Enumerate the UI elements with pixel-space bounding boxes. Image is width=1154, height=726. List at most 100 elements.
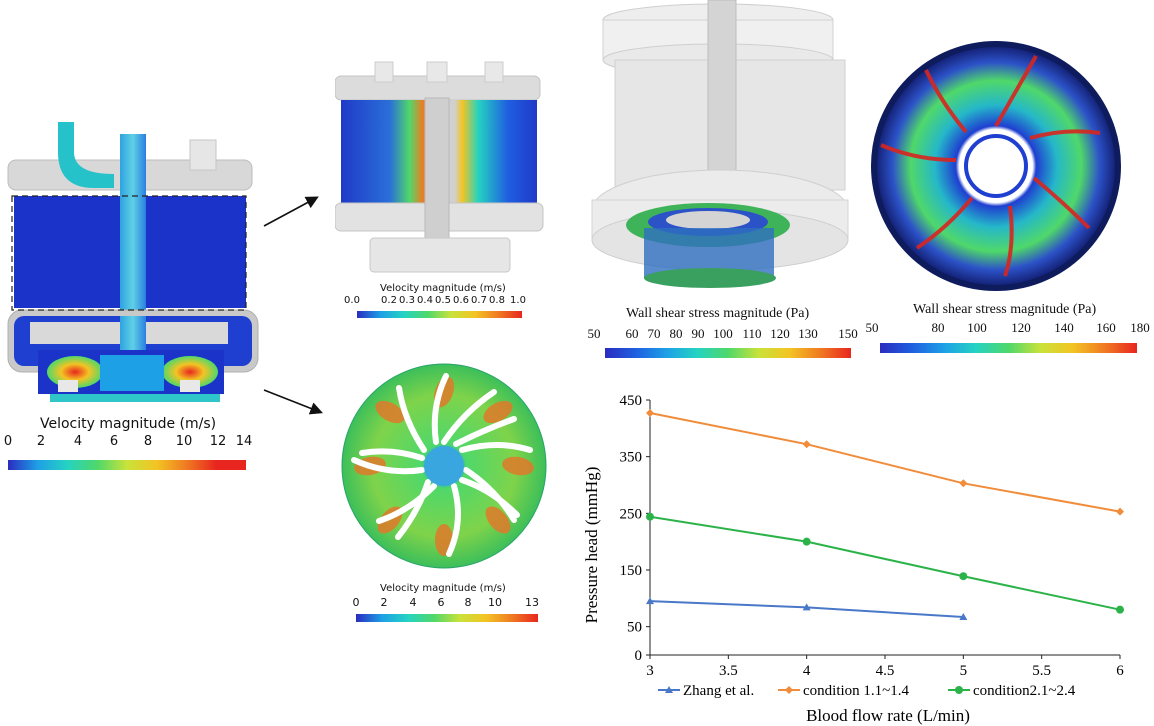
- colorbar-tick: 12: [209, 434, 227, 449]
- series-marker: [785, 686, 793, 694]
- series-marker: [1116, 605, 1124, 614]
- colorbar-gradient-wss-top: [880, 343, 1137, 353]
- colorbar-title-pump: Velocity magnitude (m/s): [40, 416, 217, 432]
- chart-legend: Zhang et al. condition 1.1~1.4 condition2.…: [658, 683, 1076, 699]
- y-tick-label: 350: [620, 450, 643, 466]
- colorbar-tick: 120: [770, 326, 790, 341]
- colorbar-tick: 1.0: [510, 295, 526, 306]
- impeller-plane-render: [341, 363, 547, 569]
- series-marker: [959, 572, 968, 581]
- zoom-section-render: [334, 61, 544, 273]
- wss-3d-render: [591, 0, 849, 288]
- colorbar-tick: 80: [669, 326, 683, 341]
- colorbar-tick: 4: [73, 434, 83, 449]
- x-tick-label: 4: [803, 663, 811, 679]
- y-tick-label: 450: [620, 393, 643, 409]
- colorbar-tick: 180: [1130, 320, 1150, 335]
- y-tick-label: 0: [635, 648, 643, 664]
- y-tick-label: 50: [627, 620, 642, 636]
- x-axis-label: Blood flow rate (L/min): [806, 706, 970, 725]
- colorbar-title-zoom: Velocity magnitude (m/s): [380, 283, 506, 294]
- series-marker: [959, 479, 968, 488]
- y-axis-label: Pressure head (mmHg): [582, 467, 601, 624]
- colorbar-tick: 90: [691, 326, 705, 341]
- colorbar-tick: 70: [647, 326, 661, 341]
- colorbar-tick: 130: [798, 326, 818, 341]
- colorbar-ticks-wss-top: 50 80 100 120 140 160 180: [860, 320, 1150, 336]
- series-marker: [959, 613, 968, 621]
- colorbar-tick: 0.6: [453, 295, 469, 306]
- colorbar-gradient-pump: [8, 460, 246, 470]
- colorbar-tick: 10: [488, 596, 502, 609]
- wss-top-panel: [862, 38, 1142, 298]
- pressure-head-chart: 3 3.5 4 4.5 5 5.5 6 0 50 150 250 350 450 Pressure h…: [582, 393, 1124, 725]
- colorbar-title-wss-top: Wall shear stress magnitude (Pa): [913, 302, 1097, 317]
- colorbar-tick: 80: [931, 320, 945, 335]
- legend-label: Zhang et al.: [683, 683, 754, 699]
- colorbar-ticks-pump: 0 2 4 6 8 10 12 14: [0, 434, 260, 452]
- zoom-arrows: [263, 196, 323, 415]
- colorbar-tick: 100: [967, 320, 987, 335]
- colorbar-gradient-impeller: [356, 614, 538, 622]
- zoom-section-panel: [334, 58, 550, 278]
- colorbar-tick: 50: [865, 320, 879, 335]
- series-marker: [646, 597, 654, 605]
- series-marker: [646, 409, 654, 418]
- colorbar-tick: 2: [36, 434, 46, 449]
- wss-3d-panel: [590, 0, 860, 305]
- series-marker: [665, 686, 673, 693]
- colorbar-tick: 0.3: [399, 295, 415, 306]
- colorbar-tick: 140: [1054, 320, 1074, 335]
- chart-series: [646, 409, 1124, 621]
- colorbar-tick: 120: [1011, 320, 1031, 335]
- arrow-to-impeller: [263, 389, 323, 415]
- colorbar-tick: 14: [235, 434, 253, 449]
- colorbar-tick: 0.0: [344, 295, 360, 306]
- colorbar-tick: 0.7: [471, 295, 487, 306]
- colorbar-tick: 6: [109, 434, 119, 449]
- x-tick-label: 6: [1116, 663, 1124, 679]
- y-tick-label: 250: [620, 506, 643, 522]
- series-marker: [802, 603, 811, 611]
- x-tick-label: 5.5: [1032, 663, 1051, 679]
- colorbar-tick: 0.8: [489, 295, 505, 306]
- x-tick-label: 4.5: [876, 663, 895, 679]
- colorbar-tick: 8: [464, 596, 472, 609]
- colorbar-ticks-zoom: 0.0 0.2 0.3 0.4 0.5 0.6 0.7 0.8 1.0: [340, 295, 540, 309]
- series-line: [649, 515, 1121, 611]
- colorbar-tick: 0.2: [381, 295, 397, 306]
- series-marker: [802, 537, 811, 546]
- series-marker: [646, 512, 654, 521]
- x-tick-label: 3: [646, 663, 654, 679]
- legend-label: condition2.1~2.4: [973, 683, 1076, 699]
- legend-label: condition 1.1~1.4: [803, 683, 910, 699]
- colorbar-tick: 10: [175, 434, 193, 449]
- colorbar-ticks-wss-3d: 50 60 70 80 90 100 110 120 130 150: [587, 326, 860, 342]
- x-tick-labels: 3 3.5 4 4.5 5 5.5 6: [646, 655, 1124, 679]
- colorbar-title-wss-3d: Wall shear stress magnitude (Pa): [626, 306, 810, 321]
- colorbar-tick: 160: [1096, 320, 1116, 335]
- y-tick-labels: 0 50 150 250 350 450: [620, 393, 650, 664]
- series-line: [649, 412, 1121, 513]
- colorbar-tick: 13: [525, 596, 539, 609]
- colorbar-tick: 0.5: [435, 295, 451, 306]
- x-tick-label: 5: [960, 663, 968, 679]
- colorbar-ticks-impeller: 0 2 4 6 8 10 13: [340, 596, 550, 610]
- colorbar-tick: 50: [587, 326, 601, 341]
- y-tick-label: 150: [620, 563, 643, 579]
- colorbar-tick: 0: [352, 596, 360, 609]
- colorbar-gradient-wss-3d: [605, 348, 851, 358]
- colorbar-title-impeller: Velocity magnitude (m/s): [380, 583, 506, 594]
- series-marker: [802, 440, 811, 449]
- colorbar-tick: 6: [437, 596, 445, 609]
- series-marker: [955, 686, 963, 694]
- colorbar-tick: 150: [838, 326, 858, 341]
- colorbar-tick: 4: [409, 596, 417, 609]
- colorbar-tick: 110: [742, 326, 762, 341]
- impeller-plane-panel: [338, 362, 558, 572]
- series-marker: [1116, 507, 1124, 516]
- arrow-to-zoom: [263, 196, 319, 227]
- wss-top-render: [871, 41, 1121, 291]
- colorbar-tick: 60: [625, 326, 639, 341]
- pump-cross-section-panel: [0, 110, 260, 410]
